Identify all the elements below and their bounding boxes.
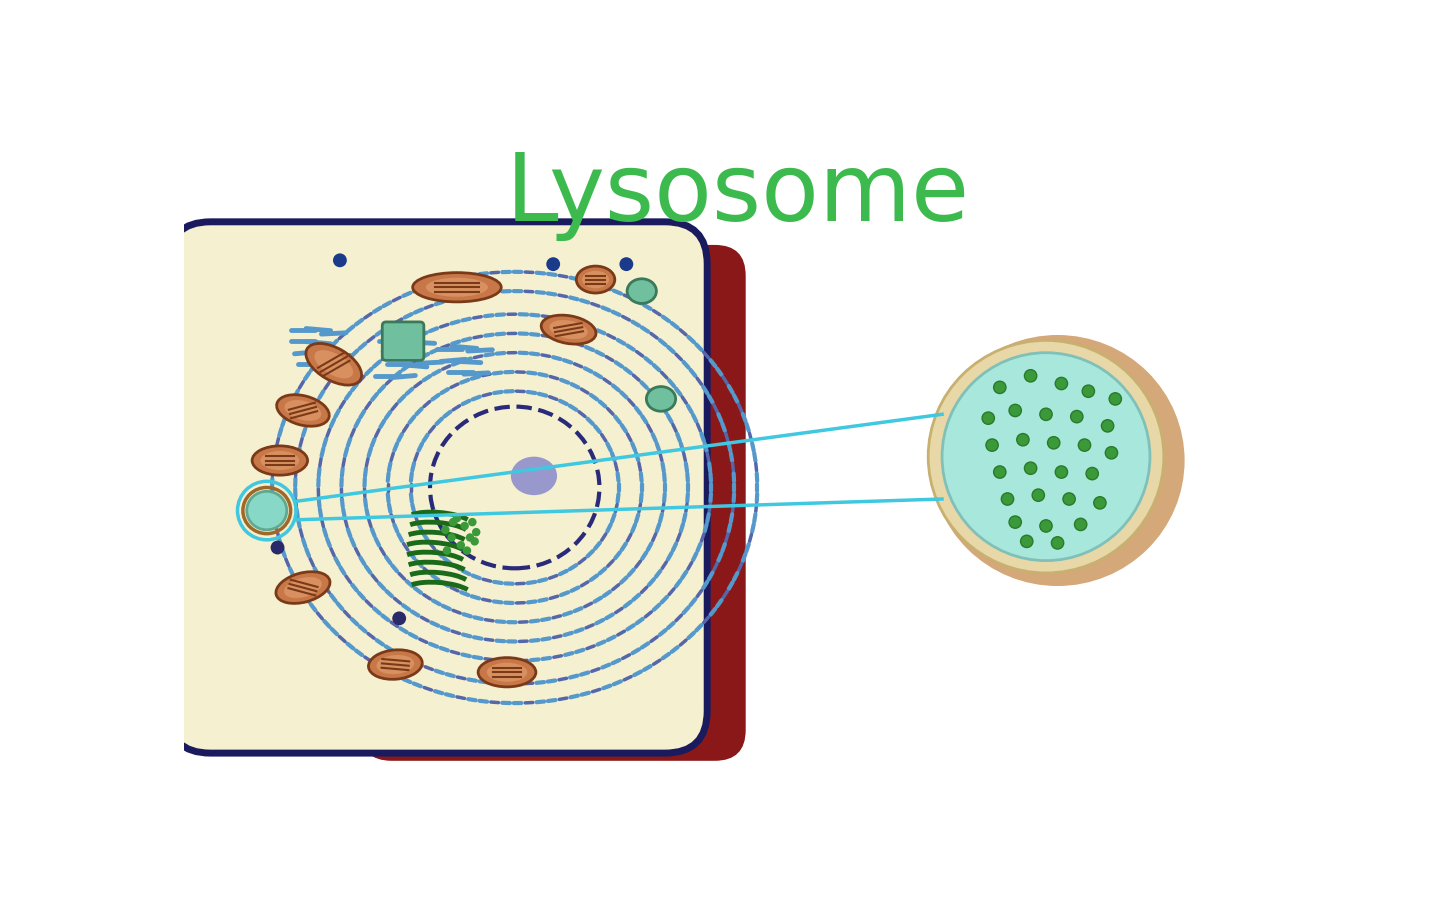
Circle shape: [333, 253, 347, 267]
Circle shape: [546, 257, 560, 271]
Circle shape: [994, 381, 1007, 394]
FancyBboxPatch shape: [382, 322, 423, 361]
Ellipse shape: [314, 350, 353, 378]
Ellipse shape: [413, 273, 501, 302]
Ellipse shape: [285, 400, 321, 420]
Circle shape: [1017, 433, 1030, 446]
Ellipse shape: [426, 278, 488, 297]
Circle shape: [986, 439, 998, 452]
Ellipse shape: [550, 320, 588, 339]
Circle shape: [1040, 520, 1053, 532]
Circle shape: [1109, 393, 1122, 405]
Ellipse shape: [276, 572, 330, 603]
Circle shape: [441, 526, 449, 534]
Ellipse shape: [626, 279, 657, 304]
Ellipse shape: [252, 446, 308, 476]
Circle shape: [456, 541, 465, 550]
Circle shape: [461, 521, 469, 531]
Circle shape: [1070, 410, 1083, 423]
Circle shape: [472, 528, 481, 536]
Circle shape: [1024, 462, 1037, 475]
Circle shape: [442, 546, 451, 554]
FancyBboxPatch shape: [168, 222, 707, 753]
Circle shape: [1021, 535, 1032, 547]
Circle shape: [1009, 516, 1021, 528]
Circle shape: [1106, 447, 1117, 459]
Circle shape: [271, 541, 285, 554]
Circle shape: [1079, 439, 1090, 452]
Ellipse shape: [261, 451, 300, 470]
Ellipse shape: [478, 657, 536, 687]
Circle shape: [1094, 497, 1106, 509]
Ellipse shape: [929, 341, 1164, 573]
Circle shape: [1001, 493, 1014, 505]
Ellipse shape: [487, 663, 527, 682]
Ellipse shape: [942, 353, 1151, 561]
Circle shape: [1102, 420, 1113, 432]
FancyBboxPatch shape: [360, 245, 746, 761]
Circle shape: [1083, 385, 1094, 397]
Ellipse shape: [582, 271, 609, 288]
Circle shape: [1024, 370, 1037, 382]
Circle shape: [619, 257, 634, 271]
Circle shape: [448, 533, 456, 542]
Circle shape: [452, 514, 461, 522]
Ellipse shape: [647, 386, 675, 411]
Circle shape: [1047, 437, 1060, 449]
Circle shape: [462, 546, 471, 554]
Circle shape: [1051, 537, 1064, 549]
Ellipse shape: [376, 655, 415, 674]
Circle shape: [1086, 467, 1099, 480]
Circle shape: [994, 466, 1007, 478]
Circle shape: [471, 537, 480, 545]
Circle shape: [468, 518, 477, 526]
Circle shape: [982, 412, 995, 424]
Ellipse shape: [511, 456, 557, 495]
Circle shape: [1063, 493, 1076, 505]
Circle shape: [465, 533, 474, 542]
Ellipse shape: [305, 343, 361, 385]
Circle shape: [1032, 489, 1044, 501]
Ellipse shape: [276, 395, 330, 426]
Ellipse shape: [541, 315, 596, 344]
Circle shape: [449, 518, 458, 526]
Circle shape: [1009, 404, 1021, 417]
Text: Lysosome: Lysosome: [505, 149, 971, 241]
Ellipse shape: [284, 577, 323, 598]
Circle shape: [1056, 466, 1067, 478]
Circle shape: [1056, 377, 1067, 389]
Ellipse shape: [246, 491, 287, 530]
Ellipse shape: [930, 335, 1185, 586]
Ellipse shape: [576, 266, 615, 293]
Circle shape: [392, 611, 406, 625]
Ellipse shape: [369, 650, 422, 679]
Circle shape: [1074, 519, 1087, 531]
Circle shape: [1040, 409, 1053, 420]
